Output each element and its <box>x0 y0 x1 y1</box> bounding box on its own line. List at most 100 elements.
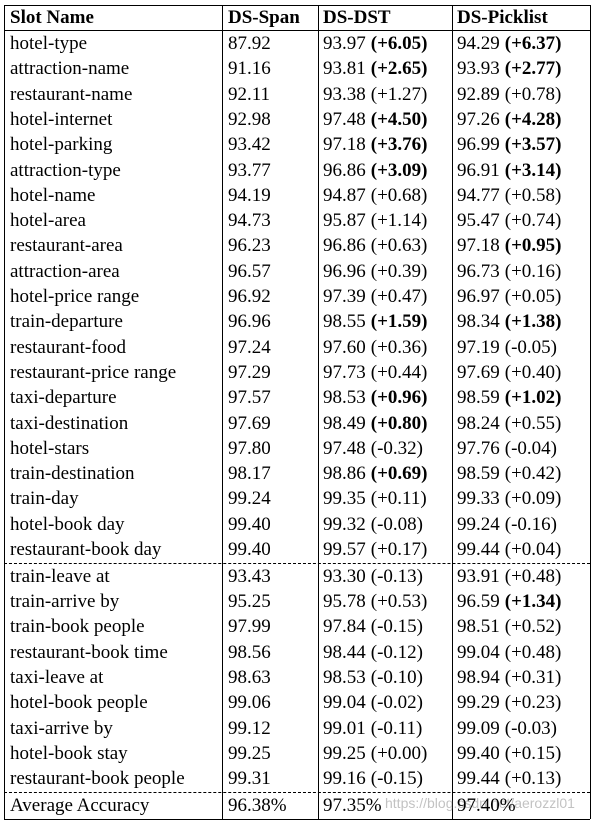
delta: (+0.17) <box>370 539 428 560</box>
score-cell: 98.55 (+1.59) <box>323 309 427 334</box>
slot-name: restaurant-book time <box>10 641 168 663</box>
column-rule <box>590 5 591 819</box>
delta: (-0.05) <box>504 336 557 358</box>
score: 99.29 <box>457 692 500 714</box>
group-divider <box>4 563 590 564</box>
score-cell: 95.78 (+0.53) <box>323 589 427 614</box>
slot-name: restaurant-book day <box>10 539 162 560</box>
span-score: 92.98 <box>228 108 271 130</box>
delta: (+0.36) <box>370 336 428 358</box>
score-cell: 98.94 (+0.31) <box>457 665 561 690</box>
span-score: 96.96 <box>228 311 271 333</box>
score: 96.86 <box>323 159 366 181</box>
delta: (-0.02) <box>370 692 423 714</box>
slot-name: train-book people <box>10 616 145 638</box>
slot-name: hotel-book people <box>10 692 148 714</box>
score-cell: 97.48 (+4.50) <box>323 107 427 132</box>
score-cell: 95.47 (+0.74) <box>457 208 561 233</box>
slot-name: restaurant-book people <box>10 768 185 790</box>
slot-name: restaurant-area <box>10 235 123 257</box>
delta: (-0.08) <box>370 513 423 535</box>
score-cell: 96.97 (+0.05) <box>457 284 561 309</box>
delta: (+0.23) <box>504 692 562 714</box>
span-score: 99.12 <box>228 717 271 739</box>
score-cell: 98.34 (+1.38) <box>457 309 561 334</box>
span-score: 94.19 <box>228 184 271 206</box>
delta: (+0.42) <box>504 463 562 485</box>
score: 92.89 <box>457 83 500 105</box>
score-cell: 98.59 (+1.02) <box>457 385 561 410</box>
score: 97.48 <box>323 437 366 459</box>
score: 99.44 <box>457 768 500 790</box>
delta: (+1.02) <box>504 387 562 409</box>
score-cell: 99.44 (+0.04) <box>457 537 561 562</box>
span-score: 93.77 <box>228 159 271 181</box>
average-cell: 97.35% <box>323 795 382 816</box>
score-cell: 98.44 (-0.12) <box>323 640 423 665</box>
score-cell: 93.91 (+0.48) <box>457 564 561 589</box>
score: 96.99 <box>457 134 500 156</box>
delta: (-0.15) <box>370 616 423 638</box>
top-rule <box>4 5 590 6</box>
score-cell: 93.30 (-0.13) <box>323 564 423 589</box>
slot-name: train-day <box>10 488 79 510</box>
score: 97.18 <box>323 134 366 156</box>
column-rule <box>452 5 453 819</box>
score-cell: 97.76 (-0.04) <box>457 436 557 461</box>
average-cell: Average Accuracy <box>10 795 150 816</box>
score: 99.24 <box>457 513 500 535</box>
score: 98.53 <box>323 387 366 409</box>
score: 96.73 <box>457 260 500 282</box>
column-rule <box>4 5 5 819</box>
span-score: 92.11 <box>228 83 271 105</box>
header-rule <box>4 30 590 31</box>
delta: (+0.31) <box>504 667 562 688</box>
span-score: 97.29 <box>228 361 271 383</box>
score-cell: 99.25 (+0.00) <box>323 741 427 766</box>
slot-name: taxi-destination <box>10 412 129 434</box>
span-score: 96.92 <box>228 286 271 307</box>
score: 99.57 <box>323 539 366 560</box>
score: 96.96 <box>323 260 366 282</box>
span-score: 93.43 <box>228 565 271 587</box>
score: 96.86 <box>323 235 366 257</box>
delta: (+1.14) <box>370 210 428 232</box>
score-cell: 96.86 (+3.09) <box>323 158 427 183</box>
score: 95.47 <box>457 210 500 232</box>
score: 97.73 <box>323 361 366 383</box>
delta: (+0.68) <box>370 184 428 206</box>
score-cell: 98.49 (+0.80) <box>323 411 427 436</box>
delta: (+0.15) <box>504 742 562 764</box>
watermark: https://blog.csdn.net/aerozzl01 <box>385 795 575 811</box>
delta: (+1.27) <box>370 83 428 105</box>
delta: (+6.05) <box>370 33 428 54</box>
slot-name: attraction-name <box>10 58 130 80</box>
score-cell: 92.89 (+0.78) <box>457 82 561 107</box>
span-score: 98.56 <box>228 641 271 663</box>
score-cell: 99.09 (-0.03) <box>457 716 557 741</box>
slot-name: taxi-departure <box>10 387 117 409</box>
score: 93.93 <box>457 58 500 80</box>
span-score: 91.16 <box>228 58 271 80</box>
score: 98.24 <box>457 412 500 434</box>
score-cell: 97.84 (-0.15) <box>323 614 423 639</box>
average-cell: 97.40% <box>457 795 516 816</box>
delta: (+0.80) <box>370 412 428 434</box>
header-cell: DS-DST <box>323 7 391 28</box>
score: 97.48 <box>323 108 366 130</box>
score: 98.59 <box>457 463 500 485</box>
delta: (+3.76) <box>370 134 428 156</box>
score: 97.69 <box>457 361 500 383</box>
delta: (-0.03) <box>504 717 557 739</box>
score-cell: 98.86 (+0.69) <box>323 461 427 486</box>
span-score: 97.57 <box>228 387 271 409</box>
score-cell: 94.29 (+6.37) <box>457 31 561 56</box>
score-cell: 98.51 (+0.52) <box>457 614 561 639</box>
delta: (+0.63) <box>370 235 428 257</box>
delta: (+0.48) <box>504 565 562 587</box>
score-cell: 99.44 (+0.13) <box>457 766 561 791</box>
score: 98.94 <box>457 667 500 688</box>
score: 98.59 <box>457 387 500 409</box>
span-score: 99.06 <box>228 692 271 714</box>
